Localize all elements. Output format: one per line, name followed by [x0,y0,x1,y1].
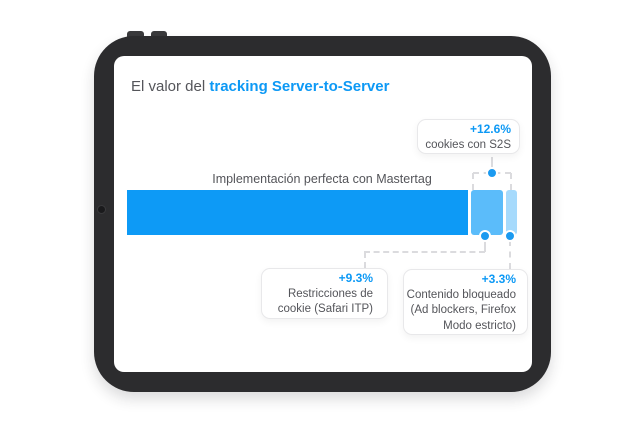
callout-blocked-value: +3.3% [481,272,516,286]
connector-itp-stem [484,240,486,252]
bar-chart [127,190,517,235]
callout-blocked-label-line1: Contenido bloqueado [406,288,516,301]
callout-s2s: +12.6% cookies con S2S [417,119,520,154]
bar-segment-mastertag-base [127,190,469,235]
connector-blocked-drop [509,240,511,269]
callout-blocked: +3.3% Contenido bloqueado (Ad blockers, … [403,269,528,335]
bar-label: Implementación perfecta con Mastertag [212,172,432,186]
bar-segment-blocked-content [505,190,517,235]
data-point-dot-blocked [504,230,516,242]
tablet-front-camera [98,206,105,213]
callout-itp-label-line1: Restricciones de [287,287,373,300]
connector-s2s-bracket-right [510,173,512,190]
data-point-dot-s2s [486,167,498,179]
connector-s2s-stem [491,157,493,169]
connector-s2s-bracket-left [472,173,474,190]
page-title-prefix: El valor del [131,78,210,95]
connector-itp-horizontal [364,251,485,253]
data-point-dot-itp [479,230,491,242]
callout-itp: +9.3% Restricciones de cookie (Safari IT… [261,268,388,319]
connector-itp-drop [364,252,366,268]
callout-itp-label-line2: cookie (Safari ITP) [277,303,373,315]
callout-blocked-label-line2: (Ad blockers, Firefox [410,304,516,316]
page-title: El valor del tracking Server-to-Server [131,78,389,95]
callout-s2s-label: cookies con S2S [425,138,511,151]
callout-blocked-label-line3: Modo estricto) [443,319,516,332]
bar-segment-cookie-restrictions [471,190,503,235]
tablet-screen: El valor del tracking Server-to-Server I… [114,56,532,372]
callout-itp-value: +9.3% [338,271,373,285]
callout-s2s-value: +12.6% [469,122,511,136]
page-title-highlight: tracking Server-to-Server [209,78,390,95]
